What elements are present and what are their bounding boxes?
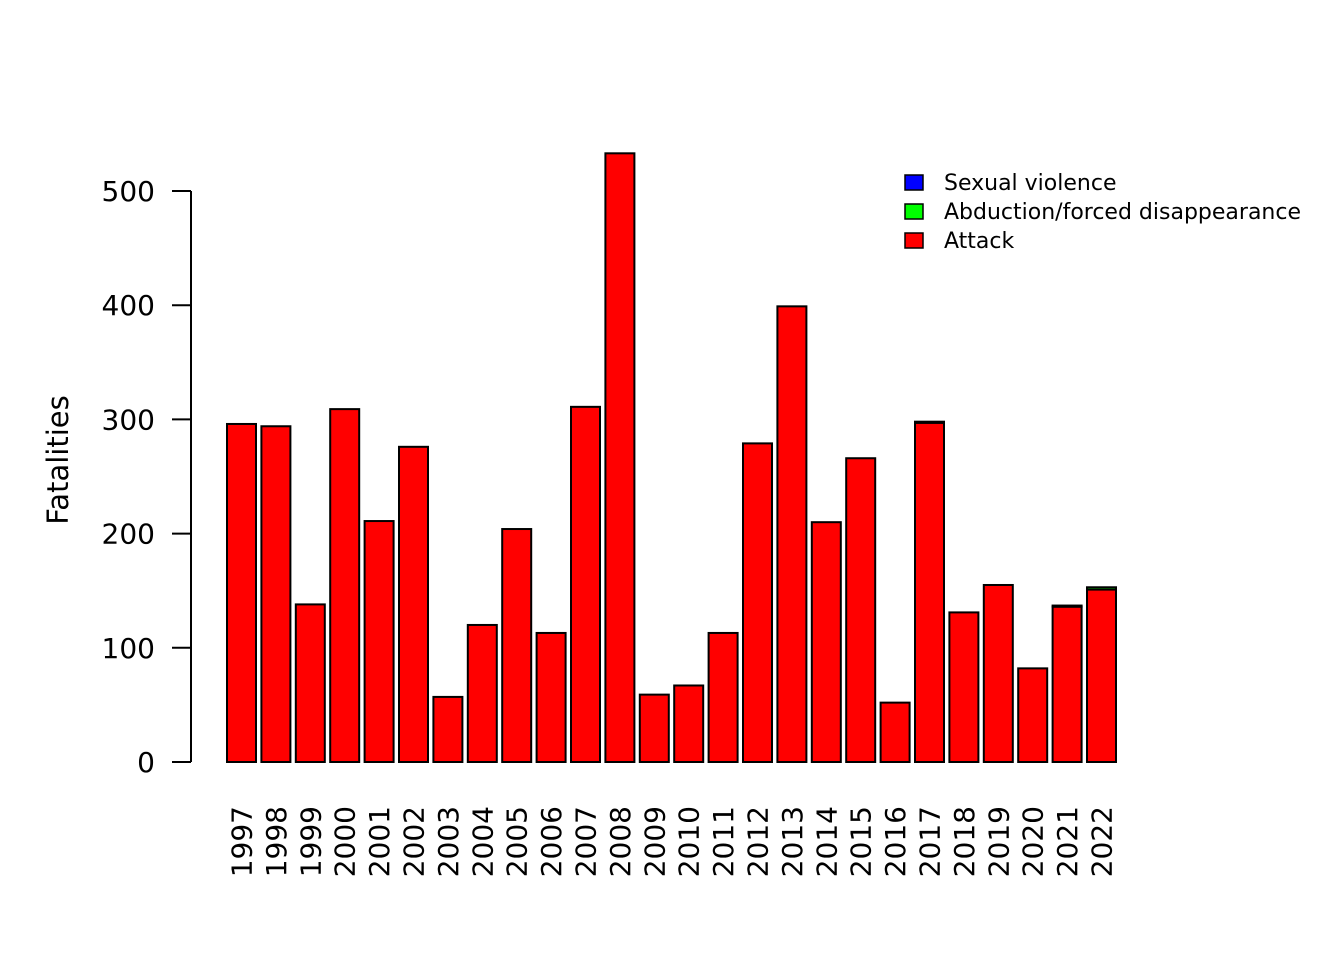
- x-tick-label-1999: 1999: [294, 806, 327, 877]
- x-tick-label-2022: 2022: [1086, 806, 1119, 877]
- bar-2016-attack: [879, 701, 911, 763]
- x-tick-label-1997: 1997: [226, 806, 259, 877]
- bar-2001-attack: [363, 520, 395, 763]
- x-tick-label-2001: 2001: [363, 806, 396, 877]
- bar-2009-attack: [638, 693, 670, 763]
- bar-2006-attack: [535, 631, 567, 764]
- x-tick-label-2018: 2018: [948, 806, 981, 877]
- legend-label-attack: Attack: [944, 229, 1014, 254]
- x-tick-label-2008: 2008: [604, 806, 637, 877]
- bar-2022-abduction-forced-disappearance: [1086, 586, 1117, 591]
- bar-2008-attack: [604, 152, 636, 763]
- x-tick-label-2014: 2014: [810, 806, 843, 877]
- bar-2021-attack: [1051, 605, 1083, 763]
- x-axis-labels: 1997 1998 1999 2000 2001 2002 2003 2004 2005 2006…: [226, 806, 1119, 877]
- y-tick-label-100: 100: [102, 632, 155, 665]
- legend: Sexual violence Abduction/forced disappea…: [904, 171, 1301, 254]
- bar-2020-attack: [1017, 667, 1049, 763]
- bar-2021-abduction-forced-disappearance: [1051, 604, 1083, 608]
- legend-label-sexual-violence: Sexual violence: [944, 171, 1116, 196]
- y-axis: 0 100 200 300 400 500: [102, 175, 192, 779]
- y-tick-label-300: 300: [102, 403, 155, 436]
- x-tick-label-2015: 2015: [845, 806, 878, 877]
- y-tick-label-400: 400: [102, 289, 155, 322]
- x-tick-label-2000: 2000: [329, 806, 362, 877]
- x-tick-label-2017: 2017: [914, 806, 947, 877]
- bar-2011-attack: [707, 631, 739, 764]
- y-axis-title: Fatalities: [41, 395, 75, 524]
- x-tick-label-2010: 2010: [673, 806, 706, 877]
- bar-2013-attack: [776, 305, 808, 763]
- bar-2005-attack: [501, 528, 533, 764]
- bars-group: [226, 152, 1117, 764]
- bar-2014-attack: [810, 521, 842, 763]
- x-tick-label-2020: 2020: [1017, 806, 1050, 877]
- bar-1997-attack: [226, 422, 257, 763]
- x-tick-label-2004: 2004: [466, 806, 499, 877]
- x-tick-label-2021: 2021: [1051, 806, 1084, 877]
- bar-2018-attack: [948, 611, 980, 764]
- x-tick-label-2016: 2016: [879, 806, 912, 877]
- x-tick-label-2005: 2005: [501, 806, 534, 877]
- bar-2007-attack: [570, 405, 601, 763]
- x-tick-label-2006: 2006: [535, 806, 568, 877]
- x-tick-label-1998: 1998: [260, 806, 293, 877]
- bar-2012-attack: [742, 442, 773, 763]
- bar-2017-abduction-forced-disappearance: [914, 420, 945, 424]
- bar-2015-attack: [845, 457, 877, 763]
- y-tick-label-0: 0: [137, 746, 155, 779]
- x-tick-label-2002: 2002: [398, 806, 431, 877]
- x-tick-label-2011: 2011: [707, 806, 740, 877]
- x-tick-label-2003: 2003: [432, 806, 465, 877]
- bar-2022-attack: [1086, 588, 1117, 763]
- bar-2000-attack: [329, 408, 361, 763]
- bar-1998-attack: [260, 425, 292, 763]
- bar-2002-attack: [398, 445, 429, 763]
- x-tick-label-2009: 2009: [638, 806, 671, 877]
- legend-swatch-attack: [904, 232, 924, 249]
- bar-2019-attack: [982, 583, 1014, 763]
- x-tick-label-2013: 2013: [776, 806, 809, 877]
- bar-2003-attack: [432, 695, 464, 763]
- x-tick-label-2012: 2012: [742, 806, 775, 877]
- y-tick-label-200: 200: [102, 518, 155, 551]
- x-tick-label-2019: 2019: [982, 806, 1015, 877]
- bar-2004-attack: [466, 623, 498, 764]
- legend-label-abduction-forced-disappearance: Abduction/forced disappearance: [944, 200, 1301, 225]
- y-tick-label-500: 500: [102, 175, 155, 208]
- bar-1999-attack: [294, 603, 326, 764]
- bar-2017-attack: [914, 421, 945, 763]
- x-tick-label-2007: 2007: [570, 806, 603, 877]
- legend-swatch-sexual-violence: [904, 174, 924, 191]
- legend-swatch-abduction-forced-disappearance: [904, 203, 924, 220]
- bar-2010-attack: [673, 684, 705, 763]
